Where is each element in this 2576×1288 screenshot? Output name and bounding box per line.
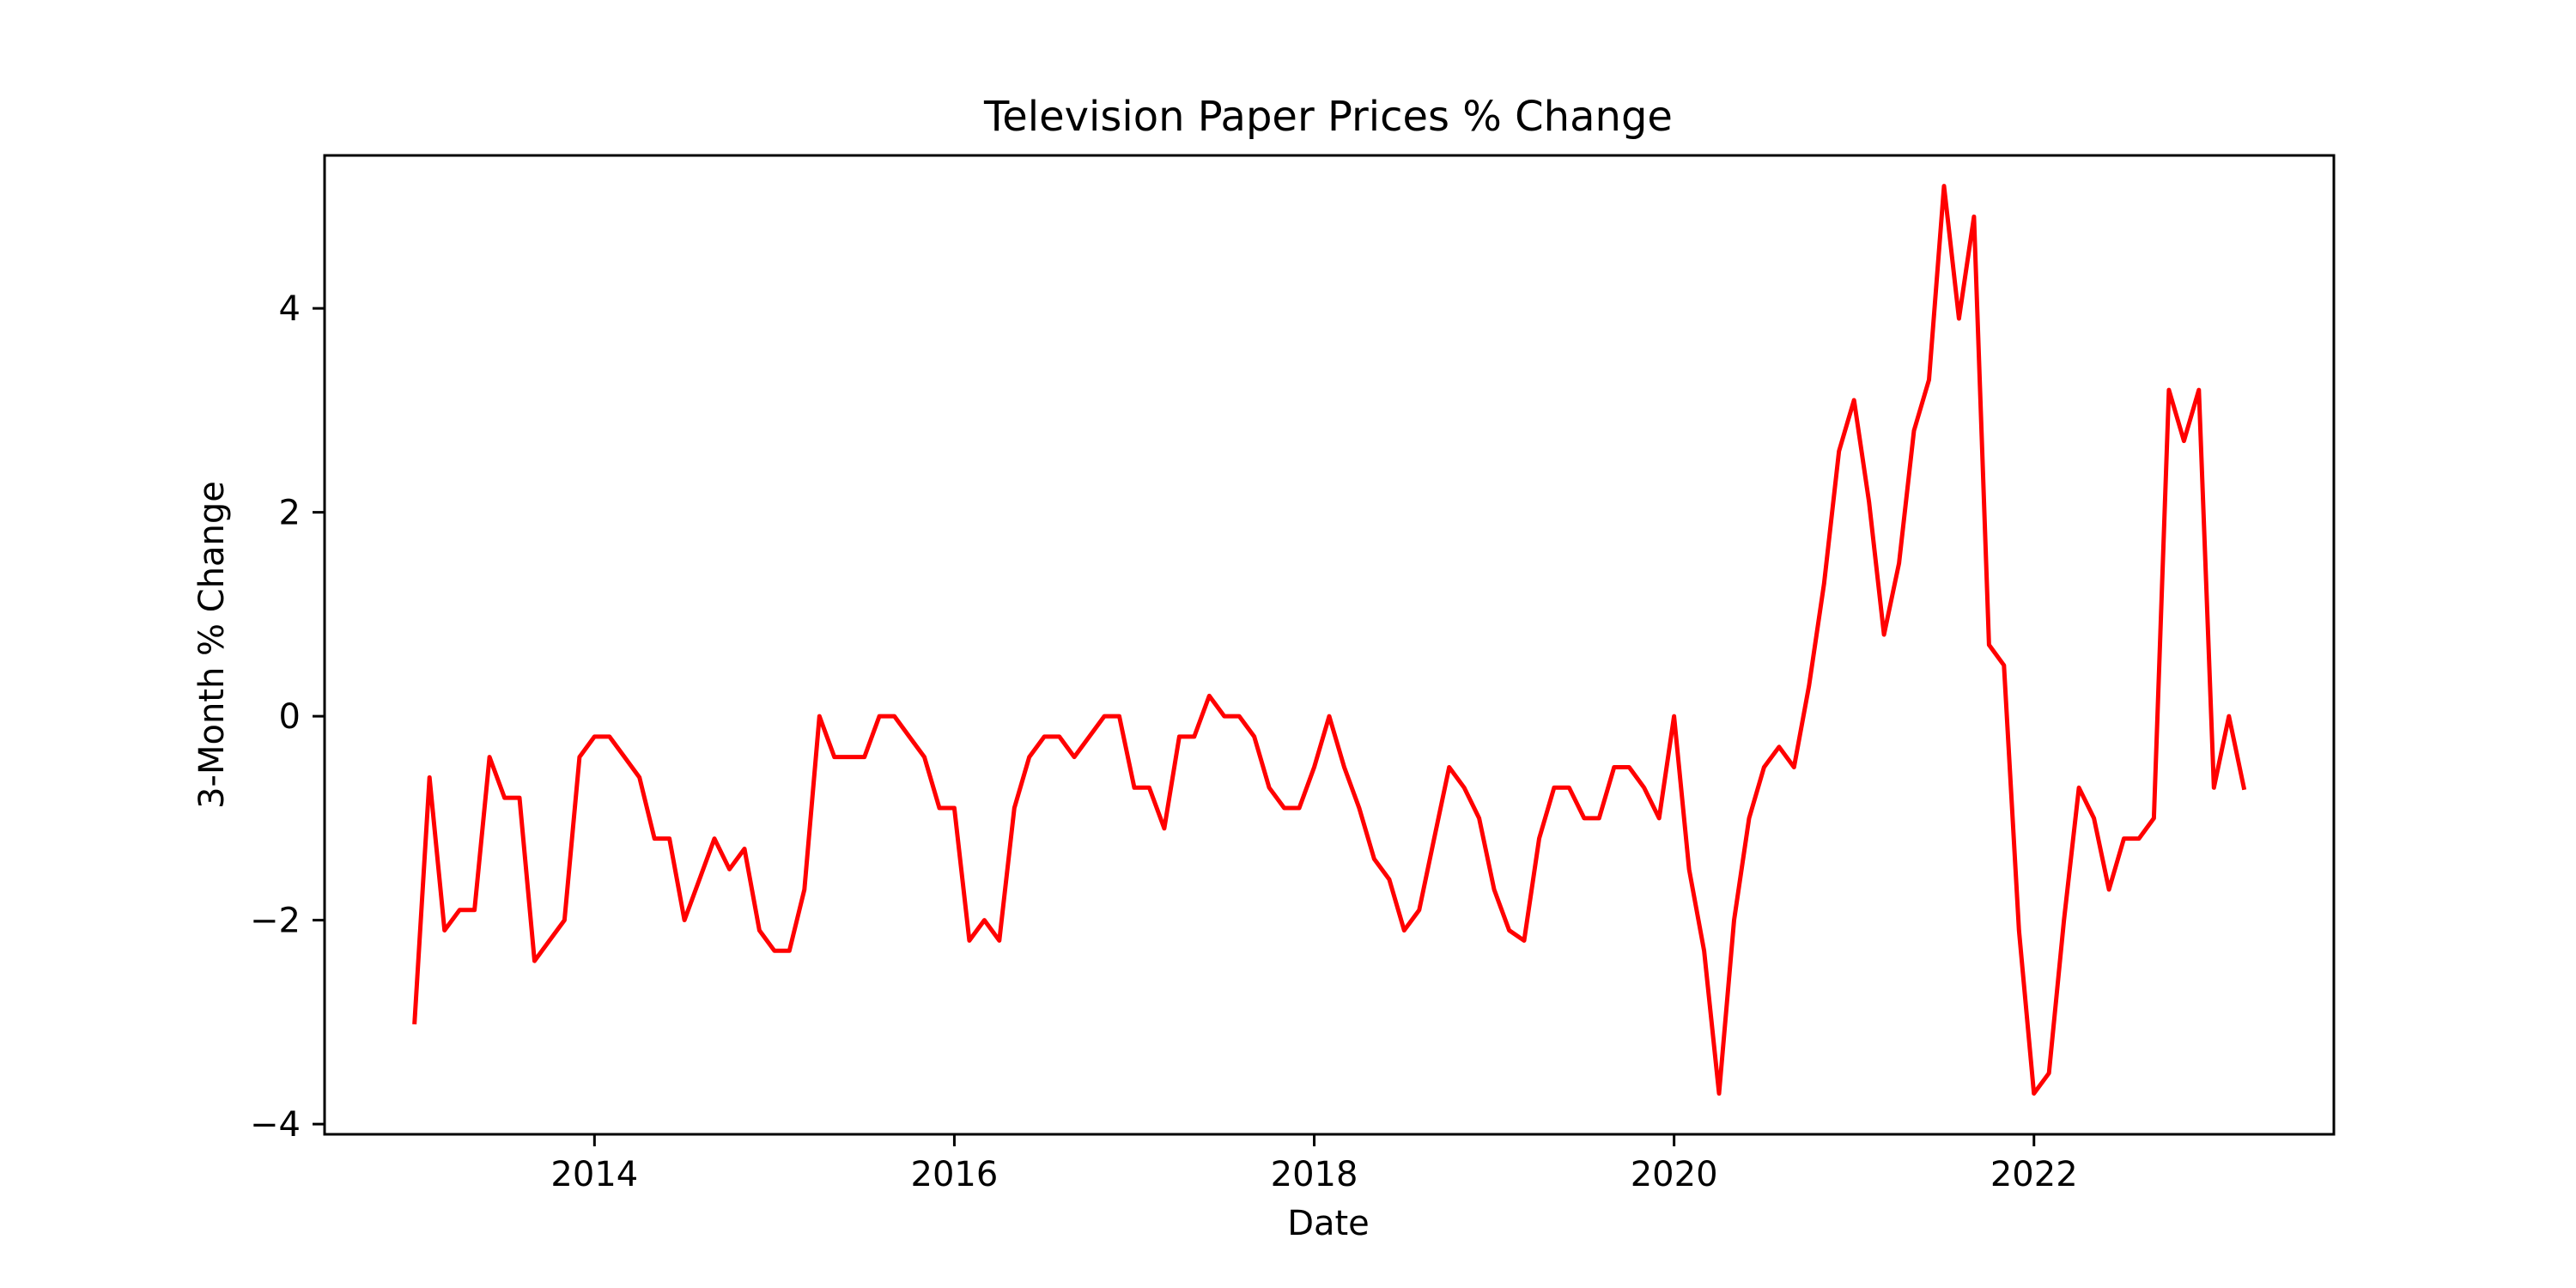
y-tick-label: −2 bbox=[250, 902, 301, 941]
x-axis: 2014 2016 2018 2020 2022 bbox=[550, 1134, 2078, 1194]
y-tick-label: −4 bbox=[250, 1105, 301, 1145]
x-tick-label: 2016 bbox=[911, 1155, 999, 1194]
plot-frame bbox=[323, 154, 2336, 1136]
y-tick-label: 2 bbox=[279, 494, 301, 533]
chart-title: Television Paper Prices % Change bbox=[983, 93, 1673, 141]
y-axis: −4 −2 0 2 4 bbox=[250, 289, 325, 1145]
series-line bbox=[412, 184, 2247, 1096]
x-tick-label: 2018 bbox=[1271, 1155, 1358, 1194]
y-tick-label: 0 bbox=[279, 697, 301, 737]
x-tick-label: 2014 bbox=[550, 1155, 638, 1194]
x-tick-label: 2022 bbox=[1990, 1155, 2078, 1194]
plot-area bbox=[323, 154, 2336, 1136]
x-tick-label: 2020 bbox=[1631, 1155, 1718, 1194]
x-axis-label: Date bbox=[1287, 1204, 1370, 1243]
y-axis-label: 3-Month % Change bbox=[192, 481, 232, 809]
y-tick-label: 4 bbox=[279, 289, 301, 329]
